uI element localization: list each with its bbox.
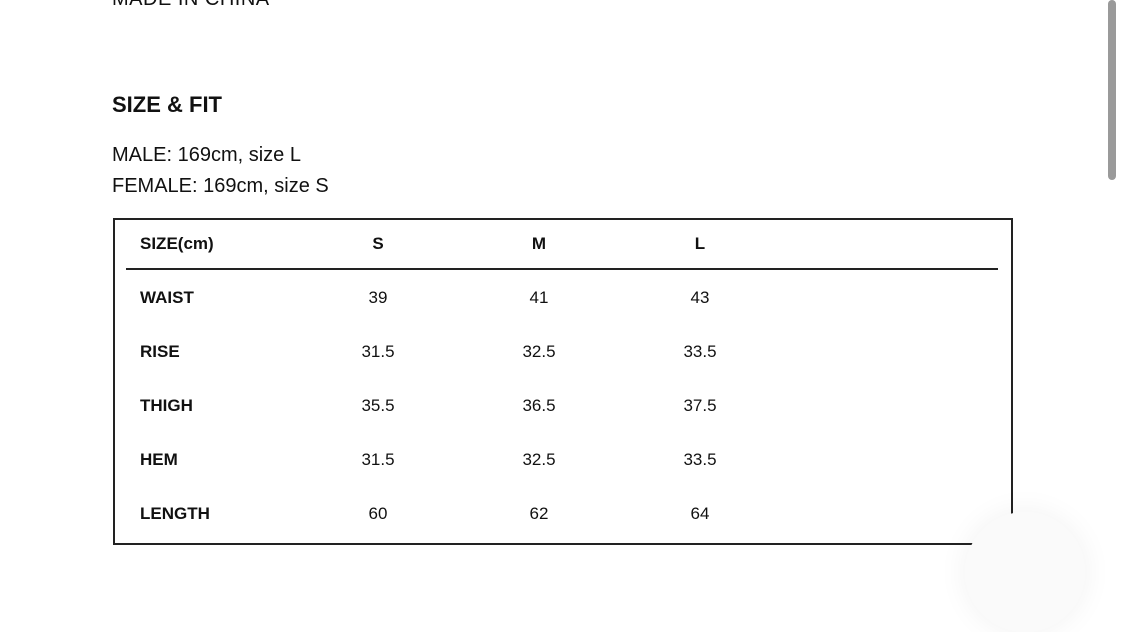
top-text: MADE IN CHINA — [112, 0, 270, 11]
header-rule — [126, 268, 998, 270]
header-cell: SIZE(cm) — [140, 234, 214, 253]
info-line: MALE: 169cm, size L — [112, 144, 301, 166]
row-label: LENGTH — [140, 504, 210, 523]
size-table — [113, 218, 1013, 545]
value-cell: 31.5 — [361, 342, 395, 361]
value-cell: 62 — [529, 504, 549, 523]
value-cell: 43 — [690, 288, 710, 307]
value-cell: 36.5 — [522, 396, 556, 415]
value-cell: 33.5 — [683, 342, 717, 361]
value-cell: 41 — [529, 288, 549, 307]
value-cell: 37.5 — [683, 396, 717, 415]
value-cell: 31.5 — [361, 450, 395, 469]
row-label: RISE — [140, 342, 180, 361]
floating-button[interactable] — [965, 512, 1085, 632]
section-title: SIZE & FIT — [112, 92, 222, 117]
value-cell: 32.5 — [522, 450, 556, 469]
row-label: HEM — [140, 450, 178, 469]
row-label: WAIST — [140, 288, 194, 307]
header-cell: S — [372, 234, 384, 253]
header-cell: L — [694, 234, 706, 253]
header-cell: M — [531, 234, 547, 253]
value-cell: 35.5 — [361, 396, 395, 415]
value-cell: 60 — [368, 504, 388, 523]
value-cell: 39 — [368, 288, 388, 307]
value-cell: 33.5 — [683, 450, 717, 469]
info-line: FEMALE: 169cm, size S — [112, 175, 329, 197]
value-cell: 64 — [690, 504, 710, 523]
row-label: THIGH — [140, 396, 193, 415]
value-cell: 32.5 — [522, 342, 556, 361]
page: {"top_text": "MADE IN CHINA", "section":… — [112, 0, 1116, 545]
scrollbar[interactable] — [1108, 0, 1116, 180]
